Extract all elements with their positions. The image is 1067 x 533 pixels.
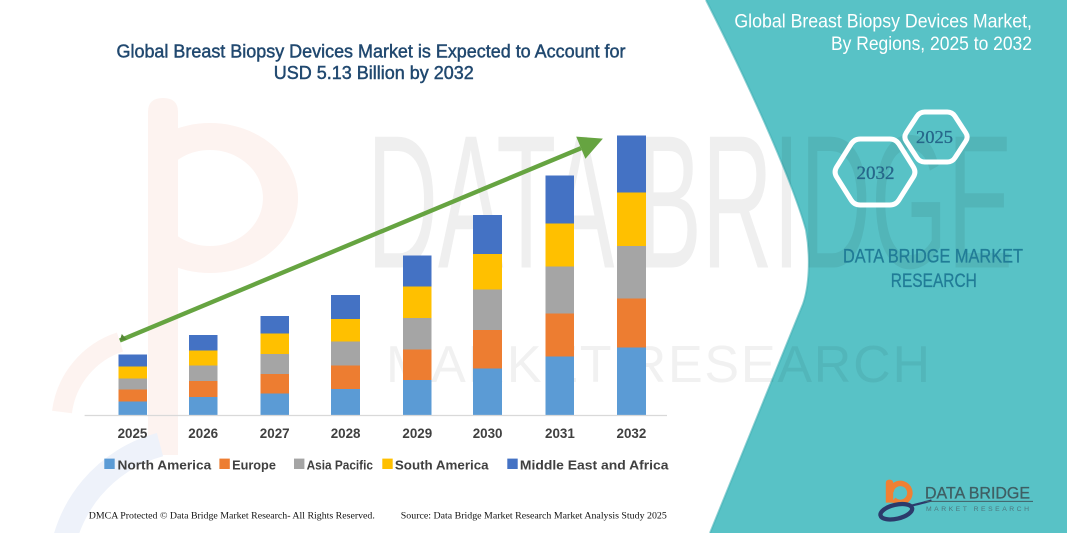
svg-text:DATA BRIDGE MARKET: DATA BRIDGE MARKET bbox=[843, 247, 1023, 268]
svg-text:North America: North America bbox=[118, 458, 212, 473]
svg-text:Global Breast Biopsy Devices M: Global Breast Biopsy Devices Market, bbox=[734, 12, 1032, 33]
svg-text:RESEARCH: RESEARCH bbox=[891, 271, 977, 292]
svg-text:USD 5.13 Billion by 2032: USD 5.13 Billion by 2032 bbox=[274, 63, 474, 83]
svg-text:Asia Pacific: Asia Pacific bbox=[307, 458, 373, 473]
svg-text:Europe: Europe bbox=[232, 458, 276, 473]
svg-text:MARKET RESEARCH: MARKET RESEARCH bbox=[926, 506, 1029, 513]
svg-text:2025: 2025 bbox=[916, 127, 953, 147]
svg-text:2030: 2030 bbox=[473, 426, 503, 441]
svg-text:DMCA Protected © Data Bridge M: DMCA Protected © Data Bridge Market Rese… bbox=[89, 511, 375, 522]
svg-text:2032: 2032 bbox=[857, 163, 895, 184]
svg-text:Global Breast Biopsy Devices M: Global Breast Biopsy Devices Market is E… bbox=[117, 42, 626, 62]
svg-text:DATA BRIDGE: DATA BRIDGE bbox=[925, 484, 1030, 502]
svg-text:2027: 2027 bbox=[260, 426, 290, 441]
svg-text:2032: 2032 bbox=[617, 426, 647, 441]
svg-text:2031: 2031 bbox=[545, 426, 575, 441]
svg-text:Middle East and Africa: Middle East and Africa bbox=[520, 458, 669, 473]
svg-text:Source: Data Bridge Market Res: Source: Data Bridge Market Research Mark… bbox=[401, 511, 667, 522]
svg-text:2026: 2026 bbox=[188, 426, 218, 441]
svg-text:2025: 2025 bbox=[118, 426, 148, 441]
svg-text:2029: 2029 bbox=[402, 426, 432, 441]
svg-text:South America: South America bbox=[395, 458, 489, 473]
svg-text:By Regions, 2025 to 2032: By Regions, 2025 to 2032 bbox=[831, 34, 1032, 55]
svg-text:2028: 2028 bbox=[331, 426, 361, 441]
